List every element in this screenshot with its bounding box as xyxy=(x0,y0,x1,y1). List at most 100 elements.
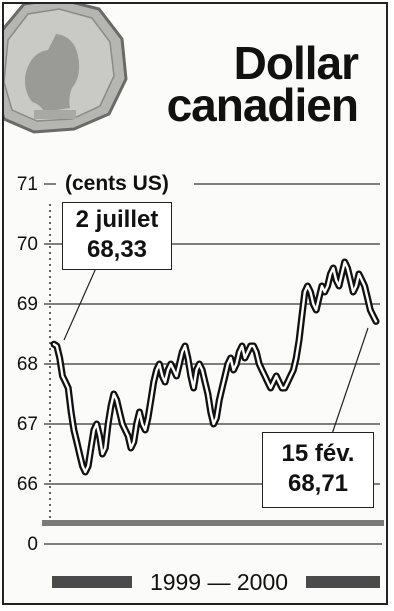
data-point-23 xyxy=(118,411,121,413)
callout-start: 2 juillet 68,33 xyxy=(62,202,172,270)
data-point-79 xyxy=(278,381,280,383)
data-point-12 xyxy=(87,465,89,467)
data-point-50 xyxy=(195,369,198,371)
data-point-78 xyxy=(275,375,277,377)
data-point-37 xyxy=(158,363,160,365)
data-point-76 xyxy=(270,387,272,389)
data-point-36 xyxy=(156,369,158,371)
data-point-4 xyxy=(64,381,66,383)
data-point-3 xyxy=(61,375,64,377)
data-point-77 xyxy=(272,381,274,383)
data-point-74 xyxy=(264,375,266,377)
data-point-103 xyxy=(346,267,349,269)
data-point-102 xyxy=(344,261,346,263)
data-point-34 xyxy=(150,399,152,401)
data-point-110 xyxy=(366,297,369,299)
data-point-45 xyxy=(181,351,183,353)
y-tick-label-66: 66 xyxy=(17,474,38,495)
data-point-43 xyxy=(175,375,178,377)
data-point-44 xyxy=(178,363,180,365)
y-tick-label-70: 70 xyxy=(17,234,38,255)
data-point-8 xyxy=(76,441,78,443)
data-point-105 xyxy=(352,291,354,293)
data-point-22 xyxy=(116,399,118,401)
data-point-86 xyxy=(298,339,300,341)
data-point-113 xyxy=(375,320,377,322)
data-point-66 xyxy=(241,345,243,347)
data-point-64 xyxy=(235,363,237,365)
data-point-51 xyxy=(198,363,200,365)
data-point-100 xyxy=(338,285,340,287)
data-point-104 xyxy=(349,279,351,281)
data-point-14 xyxy=(93,429,95,431)
data-point-13 xyxy=(90,447,92,449)
data-point-111 xyxy=(369,309,371,311)
data-point-62 xyxy=(230,357,232,359)
data-point-38 xyxy=(161,375,163,377)
y-axis-ticks: 0 66 67 68 69 70 71 xyxy=(17,174,38,555)
series-line xyxy=(52,260,378,474)
data-point-33 xyxy=(147,417,149,419)
data-point-84 xyxy=(292,369,294,371)
data-point-72 xyxy=(258,363,260,365)
data-point-1 xyxy=(56,345,58,347)
data-point-96 xyxy=(327,285,329,287)
data-point-87 xyxy=(301,315,303,317)
data-point-101 xyxy=(341,273,343,275)
data-point-5 xyxy=(67,387,69,389)
data-point-26 xyxy=(127,435,129,437)
callout-end: 15 fév. 68,71 xyxy=(262,432,374,508)
data-point-41 xyxy=(170,363,172,365)
data-point-69 xyxy=(250,345,252,347)
data-point-55 xyxy=(210,411,212,413)
y-tick-label-67: 67 xyxy=(17,414,38,435)
y-tick-label-71: 71 xyxy=(17,174,38,195)
y-tick-label-0: 0 xyxy=(27,534,38,555)
data-point-11 xyxy=(84,471,86,473)
data-point-25 xyxy=(124,429,126,431)
callout-start-date: 2 juillet xyxy=(75,206,159,233)
data-point-7 xyxy=(73,429,75,431)
data-point-93 xyxy=(318,297,320,299)
data-point-91 xyxy=(312,303,314,305)
data-point-68 xyxy=(247,351,249,353)
data-point-6 xyxy=(70,411,72,413)
data-point-61 xyxy=(227,363,229,365)
data-point-73 xyxy=(261,369,263,371)
data-point-63 xyxy=(232,369,235,371)
data-point-20 xyxy=(110,405,112,407)
data-point-92 xyxy=(315,309,317,311)
series-line-group xyxy=(50,258,380,476)
period-label: 1999 — 2000 xyxy=(149,569,289,595)
data-point-47 xyxy=(187,357,189,359)
data-point-60 xyxy=(224,375,226,377)
data-point-88 xyxy=(304,291,306,293)
data-point-18 xyxy=(104,447,106,449)
data-point-28 xyxy=(133,441,135,443)
data-point-24 xyxy=(121,423,123,425)
data-point-80 xyxy=(281,387,283,389)
title-line-1: Dollar xyxy=(233,37,359,89)
data-point-27 xyxy=(130,447,132,449)
y-axis-label: (cents US) xyxy=(60,172,174,196)
callout-end-leader xyxy=(331,327,369,435)
data-point-40 xyxy=(167,369,169,371)
period-footer: 1999 — 2000 xyxy=(4,569,386,595)
data-point-9 xyxy=(79,453,81,455)
footer-bar-left xyxy=(52,576,132,588)
data-point-19 xyxy=(107,423,109,425)
chart-title: Dollar canadien xyxy=(167,37,359,128)
data-point-89 xyxy=(307,285,309,287)
data-point-56 xyxy=(213,423,215,425)
callout-start-value: 68,33 xyxy=(86,236,148,263)
data-point-17 xyxy=(101,453,103,455)
data-point-83 xyxy=(289,375,292,377)
data-point-81 xyxy=(284,387,286,389)
data-point-54 xyxy=(207,393,209,395)
data-point-82 xyxy=(287,381,289,383)
data-point-39 xyxy=(164,381,166,383)
data-point-16 xyxy=(99,435,101,437)
data-point-53 xyxy=(204,381,206,383)
data-point-59 xyxy=(221,387,223,389)
data-point-35 xyxy=(153,381,155,383)
